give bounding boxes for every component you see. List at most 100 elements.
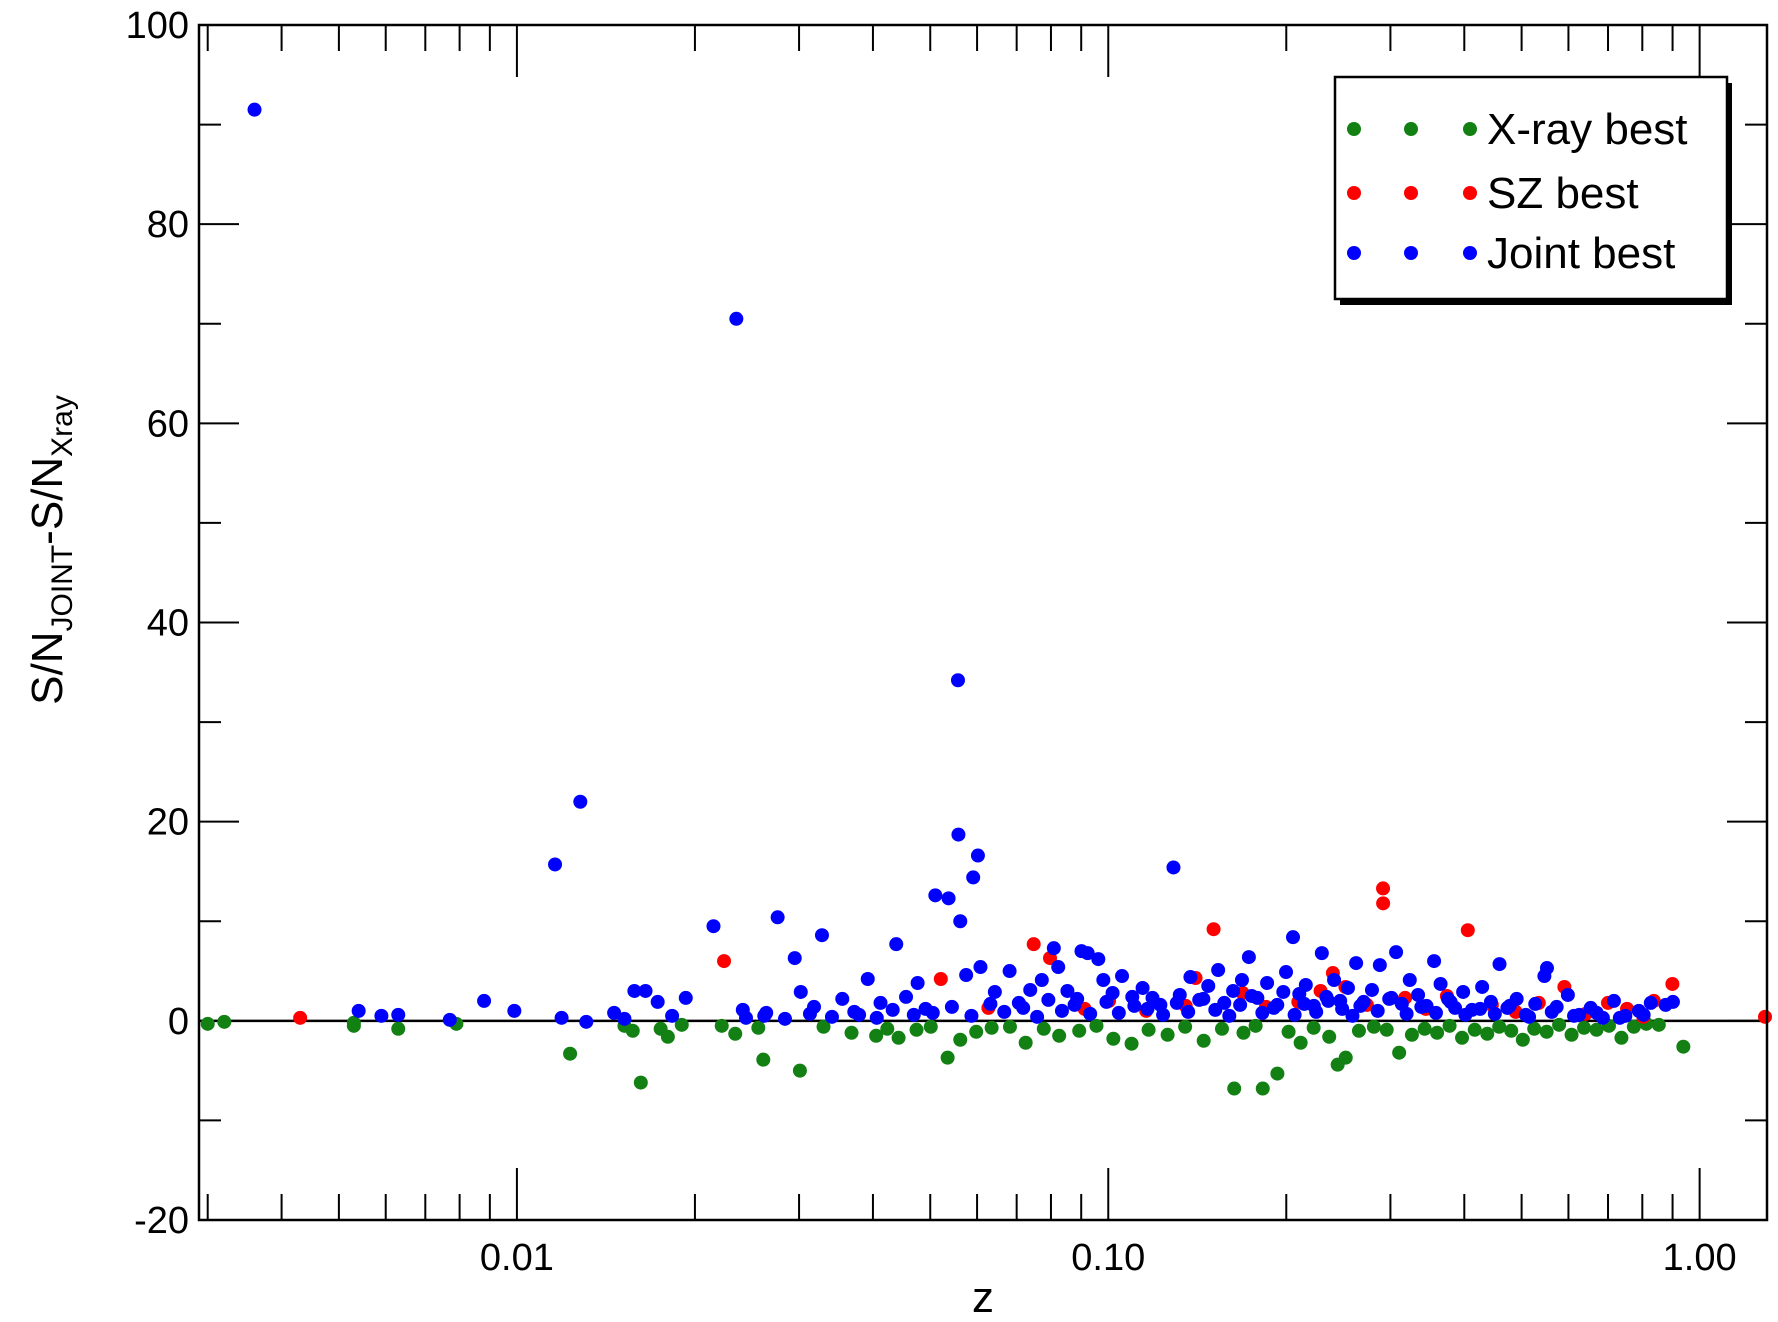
data-point-joint xyxy=(627,983,642,998)
data-point-xray xyxy=(1392,1045,1407,1060)
data-point-xray xyxy=(674,1017,689,1032)
data-point-joint xyxy=(787,951,802,966)
data-point-xray xyxy=(1651,1017,1666,1032)
data-point-joint xyxy=(1384,990,1399,1005)
legend-entry-sz-marker xyxy=(1404,186,1418,200)
y-tick-label: 60 xyxy=(147,403,189,445)
data-point-xray xyxy=(923,1019,938,1034)
data-point-xray xyxy=(1002,1019,1017,1034)
data-point-xray xyxy=(1255,1081,1270,1096)
data-point-joint xyxy=(970,848,985,863)
data-point-xray xyxy=(1614,1030,1629,1045)
data-point-joint xyxy=(1502,998,1517,1013)
legend-entry-joint-marker xyxy=(1347,246,1361,260)
data-point-xray xyxy=(891,1030,906,1045)
data-point-joint xyxy=(1111,1005,1126,1020)
data-point-joint xyxy=(1487,1006,1502,1021)
data-point-joint xyxy=(1427,954,1442,969)
data-point-xray xyxy=(1089,1018,1104,1033)
data-point-joint xyxy=(442,1012,457,1027)
data-point-joint xyxy=(1276,984,1291,999)
data-point-joint xyxy=(1060,983,1075,998)
data-point-xray xyxy=(1404,1027,1419,1042)
data-point-joint xyxy=(1234,973,1249,988)
y-tick-label: 20 xyxy=(147,802,189,844)
data-point-joint xyxy=(966,870,981,885)
data-point-joint xyxy=(951,827,966,842)
data-point-joint xyxy=(729,311,744,326)
plot-frame xyxy=(197,23,1769,1222)
data-point-joint xyxy=(1096,973,1111,988)
data-point-joint xyxy=(1054,1003,1069,1018)
data-point-joint xyxy=(910,975,925,990)
data-point-joint xyxy=(1428,1005,1443,1020)
data-point-joint xyxy=(889,937,904,952)
y-axis-title-sub1: JOINT xyxy=(46,545,79,632)
data-point-joint xyxy=(928,888,943,903)
data-point-xray xyxy=(1552,1017,1567,1032)
data-point-joint xyxy=(1091,952,1106,967)
legend-entry-sz-marker xyxy=(1347,186,1361,200)
data-point-joint xyxy=(507,1003,522,1018)
legend-entry-xray-label: X-ray best xyxy=(1487,105,1688,154)
data-point-joint xyxy=(1255,1005,1270,1020)
data-point-joint xyxy=(1156,1007,1171,1022)
data-point-joint xyxy=(1183,970,1198,985)
data-point-joint xyxy=(1475,979,1490,994)
data-point-joint xyxy=(1389,945,1404,960)
data-point-xray xyxy=(1379,1022,1394,1037)
data-point-xray xyxy=(1293,1035,1308,1050)
data-point-joint xyxy=(1309,1004,1324,1019)
data-point-joint xyxy=(1433,976,1448,991)
data-point-joint xyxy=(1083,1006,1098,1021)
data-point-joint xyxy=(1208,1002,1223,1017)
data-point-xray xyxy=(940,1050,955,1065)
data-point-joint xyxy=(997,1004,1012,1019)
data-point-joint xyxy=(757,1008,772,1023)
legend-entry-sz-label: SZ best xyxy=(1487,169,1639,218)
data-point-xray xyxy=(391,1021,406,1036)
data-point-xray xyxy=(1589,1022,1604,1037)
data-point-joint xyxy=(983,996,998,1011)
data-point-joint xyxy=(1260,975,1275,990)
data-point-joint xyxy=(906,1007,921,1022)
data-point-xray xyxy=(1480,1026,1495,1041)
data-point-xray xyxy=(1018,1035,1033,1050)
y-tick-label: 100 xyxy=(126,5,189,47)
legend-entry-xray-marker xyxy=(1347,122,1361,136)
data-point-xray xyxy=(1281,1024,1296,1039)
data-point-joint xyxy=(1080,946,1095,961)
data-point-xray xyxy=(880,1021,895,1036)
y-axis-title-part2: -S/N xyxy=(23,457,72,545)
x-tick-label: 0.10 xyxy=(1071,1237,1145,1279)
data-point-joint xyxy=(925,1005,940,1020)
x-tick-label: 1.00 xyxy=(1663,1237,1737,1279)
data-point-joint xyxy=(1241,950,1256,965)
data-point-joint xyxy=(953,914,968,929)
data-point-xray xyxy=(1178,1019,1193,1034)
data-point-joint xyxy=(824,1009,839,1024)
data-point-joint xyxy=(1402,973,1417,988)
legend: X-ray best SZ best Joint best xyxy=(1333,75,1732,305)
data-point-xray xyxy=(1577,1020,1592,1035)
data-point-sz xyxy=(1758,1009,1773,1024)
data-point-joint xyxy=(1606,993,1621,1008)
data-point-joint xyxy=(1266,1000,1281,1015)
data-point-joint xyxy=(1335,1001,1350,1016)
data-point-joint xyxy=(1364,982,1379,997)
data-point-joint xyxy=(1222,1008,1237,1023)
data-point-joint xyxy=(706,919,721,934)
data-point-xray xyxy=(984,1020,999,1035)
data-point-joint xyxy=(899,989,914,1004)
data-point-joint xyxy=(1327,973,1342,988)
data-point-joint xyxy=(860,972,875,987)
data-point-joint xyxy=(650,994,665,1009)
legend-box xyxy=(1333,75,1729,301)
x-axis-ticks: 0.01 0.10 1.00 xyxy=(206,25,1737,1279)
data-point-xray xyxy=(1248,1018,1263,1033)
data-point-joint xyxy=(1046,941,1061,956)
data-point-joint xyxy=(1016,1000,1031,1015)
data-point-sz xyxy=(1026,937,1041,952)
data-point-joint xyxy=(1492,957,1507,972)
